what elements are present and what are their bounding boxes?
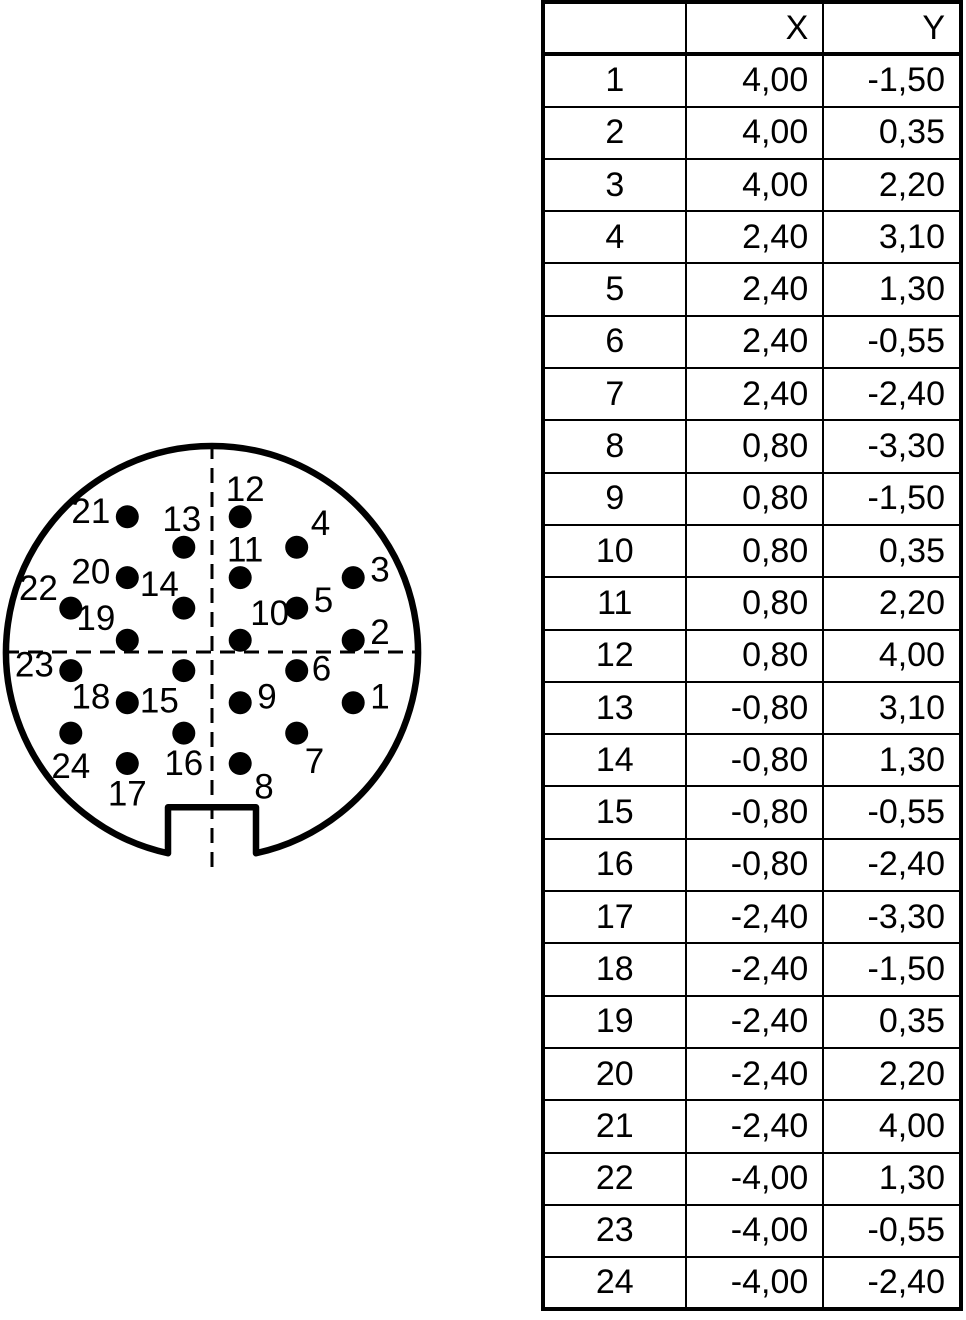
svg-text:12: 12 (226, 470, 265, 509)
svg-text:23: 23 (15, 646, 54, 685)
svg-text:19: 19 (76, 599, 115, 638)
svg-text:5: 5 (314, 581, 333, 620)
svg-text:21: 21 (71, 492, 110, 531)
svg-text:18: 18 (71, 678, 110, 717)
svg-text:4: 4 (311, 504, 330, 543)
svg-text:24: 24 (51, 747, 90, 786)
svg-text:15: 15 (140, 682, 179, 721)
svg-text:20: 20 (71, 553, 110, 592)
svg-text:17: 17 (108, 775, 147, 814)
svg-text:6: 6 (312, 650, 331, 689)
svg-text:13: 13 (162, 500, 201, 539)
svg-text:1: 1 (370, 678, 389, 717)
svg-text:14: 14 (140, 565, 179, 604)
svg-text:22: 22 (19, 569, 58, 608)
svg-text:9: 9 (257, 678, 276, 717)
svg-text:2: 2 (370, 613, 389, 652)
svg-text:10: 10 (250, 594, 289, 633)
svg-text:11: 11 (227, 531, 263, 570)
svg-text:16: 16 (164, 744, 203, 783)
svg-text:7: 7 (305, 742, 324, 781)
svg-text:3: 3 (370, 551, 389, 590)
svg-text:8: 8 (254, 768, 273, 807)
